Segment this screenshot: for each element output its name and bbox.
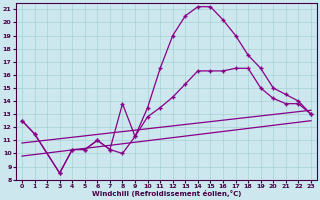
X-axis label: Windchill (Refroidissement éolien,°C): Windchill (Refroidissement éolien,°C) [92,190,241,197]
